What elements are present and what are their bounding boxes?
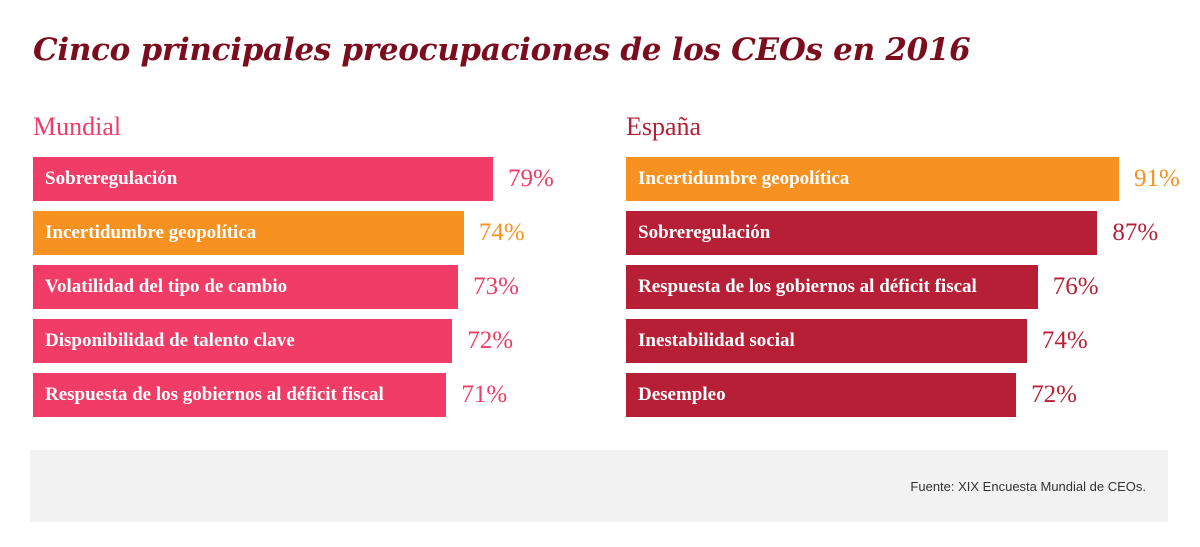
bar: Incertidumbre geopolítica xyxy=(626,157,1119,201)
bar-label: Incertidumbre geopolítica xyxy=(638,168,850,189)
bar: Desempleo xyxy=(626,373,1017,417)
panel-title: España xyxy=(626,112,702,141)
value-label: 76% xyxy=(1052,273,1099,300)
value-label: 91% xyxy=(1134,165,1180,192)
bar: Respuesta de los gobiernos al déficit fi… xyxy=(33,373,447,417)
bar: Volatilidad del tipo de cambio xyxy=(33,265,459,309)
bar-row: Volatilidad del tipo de cambio 73% xyxy=(33,265,593,309)
bar-label: Inestabilidad social xyxy=(638,330,795,351)
bar-list: Incertidumbre geopolítica 91% Sobreregulac… xyxy=(626,157,1196,417)
bar-row: Incertidumbre geopolítica 91% xyxy=(626,157,1196,201)
value-label: 87% xyxy=(1112,219,1159,246)
bar-label: Sobreregulación xyxy=(45,168,178,189)
bar-label: Volatilidad del tipo de cambio xyxy=(45,276,288,297)
bar-row: Sobreregulación 79% xyxy=(33,157,593,201)
value-label: 74% xyxy=(478,219,525,246)
value-label: 74% xyxy=(1041,327,1088,354)
bar-row: Disponibilidad de talento clave 72% xyxy=(33,319,593,363)
value-label: 71% xyxy=(461,381,508,408)
bar-row: Inestabilidad social 74% xyxy=(626,319,1196,363)
bar: Sobreregulación xyxy=(626,211,1098,255)
bar-label: Respuesta de los gobiernos al déficit fi… xyxy=(638,276,977,297)
bar-row: Incertidumbre geopolítica 74% xyxy=(33,211,593,255)
bar-label: Sobreregulación xyxy=(638,222,771,243)
bar-row: Respuesta de los gobiernos al déficit fi… xyxy=(33,373,593,417)
bar: Respuesta de los gobiernos al déficit fi… xyxy=(626,265,1038,309)
footer: Fuente: XIX Encuesta Mundial de CEOs. xyxy=(30,450,1168,522)
bar: Incertidumbre geopolítica xyxy=(33,211,464,255)
bar-row: Desempleo 72% xyxy=(626,373,1196,417)
bar: Inestabilidad social xyxy=(626,319,1027,363)
value-label: 73% xyxy=(473,273,519,300)
panel-espana: España Incertidumbre geopolítica 91% Sobre… xyxy=(626,112,1196,427)
bar-label: Desempleo xyxy=(638,384,726,405)
panel-mundial: Mundial Sobreregulación 79% Incertidumbre … xyxy=(33,112,593,427)
value-label: 72% xyxy=(1031,381,1077,408)
bar-label: Incertidumbre geopolítica xyxy=(45,222,257,243)
source-note: Fuente: XIX Encuesta Mundial de CEOs. xyxy=(910,479,1146,494)
bar-list: Sobreregulación 79% Incertidumbre geopolít… xyxy=(33,157,593,417)
panel-title: Mundial xyxy=(33,112,122,141)
bar-row: Sobreregulación 87% xyxy=(626,211,1196,255)
bar: Sobreregulación xyxy=(33,157,493,201)
value-label: 79% xyxy=(508,165,554,192)
value-label: 72% xyxy=(467,327,514,354)
bar-row: Respuesta de los gobiernos al déficit fi… xyxy=(626,265,1196,309)
chart-title: Cinco principales preocupaciones de los … xyxy=(33,32,971,68)
bar-label: Disponibilidad de talento clave xyxy=(45,330,295,351)
bar: Disponibilidad de talento clave xyxy=(33,319,453,363)
bar-label: Respuesta de los gobiernos al déficit fi… xyxy=(45,384,384,405)
